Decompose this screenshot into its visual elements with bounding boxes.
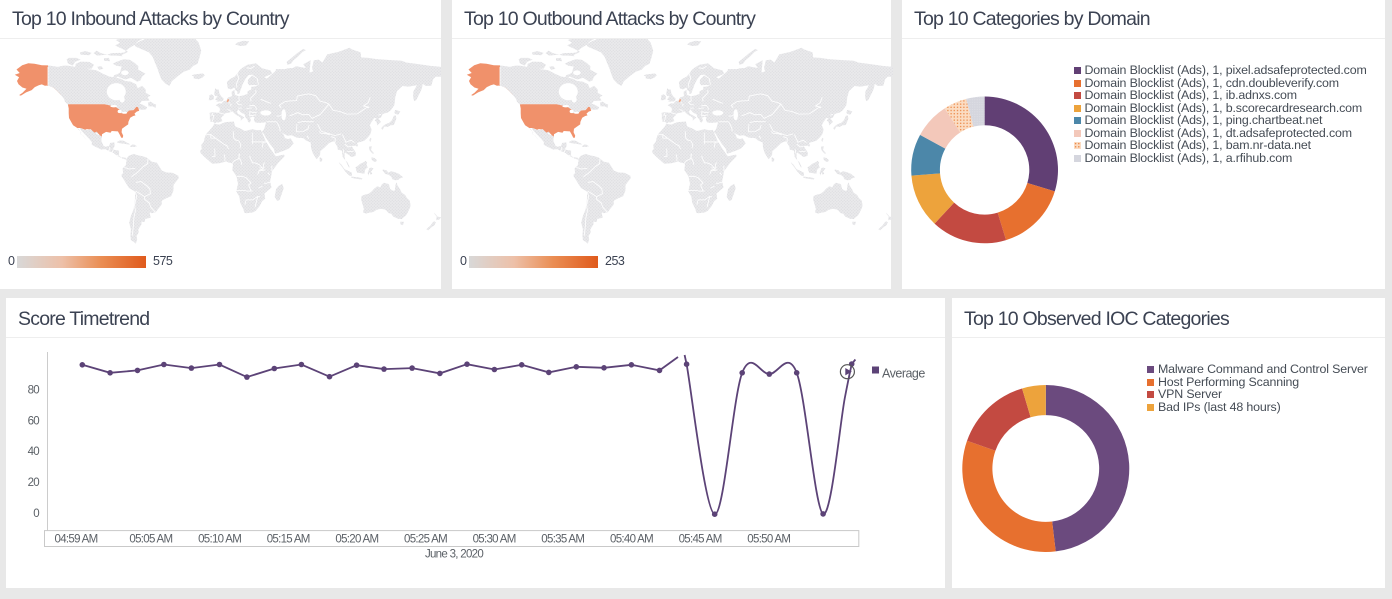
svg-text:05:35 AM: 05:35 AM <box>541 534 584 546</box>
svg-text:05:25 AM: 05:25 AM <box>404 534 447 546</box>
svg-text:June 3, 2020: June 3, 2020 <box>425 549 483 561</box>
svg-text:05:20 AM: 05:20 AM <box>335 534 378 546</box>
svg-text:05:50 AM: 05:50 AM <box>747 534 790 546</box>
svg-text:Average: Average <box>882 367 925 381</box>
svg-text:20: 20 <box>28 477 40 489</box>
svg-text:04:59 AM: 04:59 AM <box>55 534 98 546</box>
svg-text:60: 60 <box>28 415 40 427</box>
svg-text:05:45 AM: 05:45 AM <box>679 534 722 546</box>
svg-text:05:40 AM: 05:40 AM <box>610 534 653 546</box>
svg-text:40: 40 <box>28 446 40 458</box>
svg-text:80: 80 <box>28 385 40 397</box>
svg-text:05:15 AM: 05:15 AM <box>267 534 310 546</box>
svg-text:0: 0 <box>33 508 39 520</box>
svg-text:05:05 AM: 05:05 AM <box>129 534 172 546</box>
svg-text:05:30 AM: 05:30 AM <box>473 534 516 546</box>
svg-text:05:10 AM: 05:10 AM <box>198 534 241 546</box>
